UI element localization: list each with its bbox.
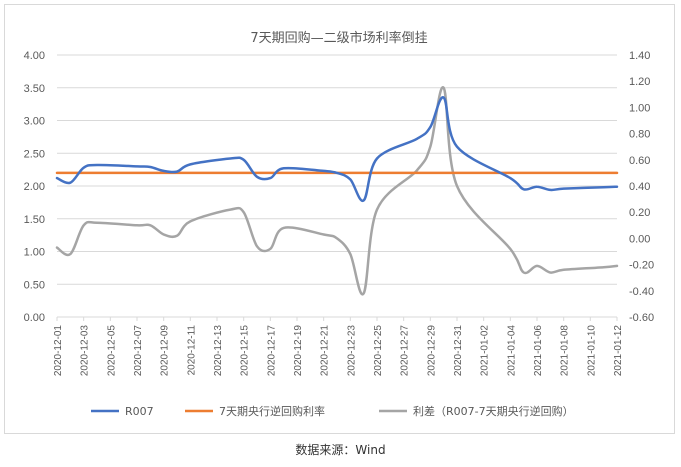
right-tick-label: 0.00	[629, 233, 650, 245]
left-tick-label: 0.00	[24, 312, 45, 324]
right-tick-label: -0.40	[629, 286, 654, 298]
right-tick-label: -0.60	[629, 312, 654, 324]
right-tick-label: 0.20	[629, 207, 650, 219]
series-lines	[55, 86, 619, 296]
right-axis-ticks: -0.60 -0.40 -0.20 0.00 0.20 0.40 0.60 0.80 1.00 1…	[629, 50, 654, 324]
left-tick-label: 3.00	[24, 116, 45, 128]
x-tick-label: 2020-12-03	[80, 325, 91, 377]
x-tick-label: 2021-01-08	[560, 325, 571, 377]
left-tick-label: 1.50	[24, 214, 45, 226]
left-tick-label: 1.00	[24, 247, 45, 259]
x-tick-label: 2020-12-29	[426, 325, 437, 377]
x-tick-label: 2020-12-27	[400, 325, 411, 377]
x-tick-label: 2020-12-13	[213, 325, 224, 377]
x-tick-label: 2020-12-05	[106, 325, 117, 377]
legend: R007 7天期央行逆回购利率 利差（R007-7天期央行逆回购）	[91, 404, 574, 418]
x-tick-label: 2020-12-25	[373, 325, 384, 377]
x-tick-label: 2020-12-23	[346, 325, 357, 377]
x-tick-label: 2020-12-19	[293, 325, 304, 377]
x-tick-label: 2020-12-01	[53, 325, 64, 377]
x-tick-label: 2020-12-07	[133, 325, 144, 377]
right-tick-label: 1.40	[629, 50, 650, 62]
left-tick-label: 0.50	[24, 279, 45, 291]
x-tick-label: 2021-01-06	[533, 325, 544, 377]
right-tick-label: 0.80	[629, 129, 650, 141]
x-tick-label: 2020-12-31	[453, 325, 464, 377]
chart-svg: 7天期回购—二级市场利率倒挂 0.00 0.50 1.00 1.50 2.00 2.50 3…	[24, 30, 655, 418]
left-tick-label: 3.50	[24, 83, 45, 95]
source-note: 数据来源：Wind	[295, 443, 386, 457]
series-line-2	[55, 86, 619, 296]
chart-title: 7天期回购—二级市场利率倒挂	[250, 30, 427, 46]
legend-label-1: 7天期央行逆回购利率	[219, 404, 325, 418]
left-axis-ticks: 0.00 0.50 1.00 1.50 2.00 2.50 3.00 3.50 4.00	[24, 50, 45, 324]
x-tick-label: 2021-01-12	[613, 325, 624, 377]
x-tick-label: 2020-12-17	[266, 325, 277, 377]
right-tick-label: 0.40	[629, 181, 650, 193]
x-tick-label: 2021-01-10	[586, 325, 597, 377]
x-tick-label: 2020-12-15	[240, 325, 251, 377]
right-tick-label: 1.00	[629, 102, 650, 114]
right-tick-label: 0.60	[629, 155, 650, 167]
left-tick-label: 2.50	[24, 148, 45, 160]
left-tick-label: 2.00	[24, 181, 45, 193]
right-tick-label: 1.20	[629, 76, 650, 88]
left-tick-label: 4.00	[24, 50, 45, 62]
legend-label-0: R007	[125, 405, 154, 418]
legend-label-2: 利差（R007-7天期央行逆回购）	[413, 404, 574, 418]
gridlines	[57, 54, 617, 318]
chart-frame: 7天期回购—二级市场利率倒挂 0.00 0.50 1.00 1.50 2.00 2.50 3…	[4, 4, 675, 434]
x-tick-label: 2020-12-09	[160, 325, 171, 377]
x-tick-label: 2020-12-11	[186, 325, 197, 376]
x-axis-ticks: 2020-12-01 2020-12-03 2020-12-05 2020-12-07…	[53, 317, 624, 376]
x-tick-label: 2021-01-04	[506, 325, 517, 377]
x-tick-label: 2021-01-02	[480, 325, 491, 377]
right-tick-label: -0.20	[629, 260, 654, 272]
series-line-0	[55, 96, 619, 202]
x-tick-label: 2020-12-21	[320, 325, 331, 377]
